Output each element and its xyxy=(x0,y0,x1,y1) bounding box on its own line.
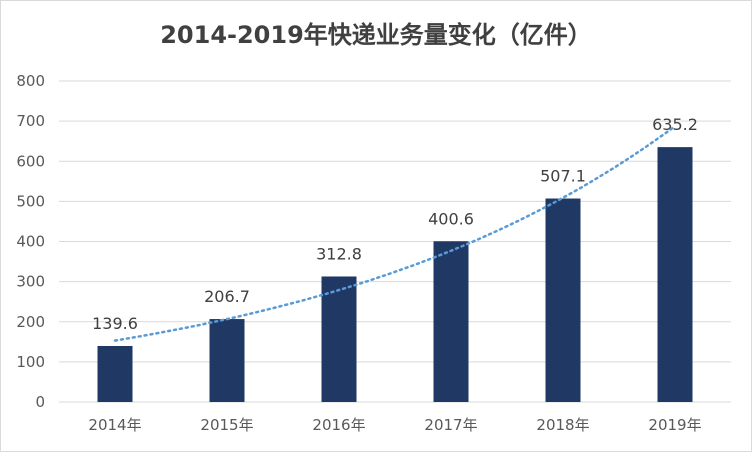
chart-title: 2014-2019年快递业务量变化（亿件） xyxy=(160,21,592,49)
bar xyxy=(321,276,357,402)
data-label: 312.8 xyxy=(316,244,362,263)
bar xyxy=(97,345,133,402)
y-tick-label: 700 xyxy=(16,112,45,130)
bar xyxy=(657,147,693,402)
x-tick-label: 2016年 xyxy=(312,416,365,434)
data-label: 206.7 xyxy=(204,287,250,306)
data-label: 400.6 xyxy=(428,209,474,228)
x-tick-label: 2017年 xyxy=(424,416,477,434)
data-label: 139.6 xyxy=(92,314,138,333)
data-label: 507.1 xyxy=(540,167,586,186)
x-tick-label: 2018年 xyxy=(536,416,589,434)
y-tick-label: 600 xyxy=(16,152,45,170)
y-tick-label: 100 xyxy=(16,353,45,371)
bar xyxy=(433,241,469,402)
x-tick-label: 2014年 xyxy=(88,416,141,434)
y-tick-label: 500 xyxy=(16,192,45,210)
y-tick-label: 400 xyxy=(16,233,45,251)
bar xyxy=(209,319,245,402)
trendline xyxy=(113,124,677,342)
x-tick-label: 2019年 xyxy=(648,416,701,434)
y-tick-label: 200 xyxy=(16,313,45,331)
data-label: 635.2 xyxy=(652,115,698,134)
y-tick-label: 300 xyxy=(16,273,45,291)
x-tick-label: 2015年 xyxy=(200,416,253,434)
bar xyxy=(545,198,581,402)
y-tick-label: 800 xyxy=(16,72,45,90)
y-tick-label: 0 xyxy=(35,393,45,411)
